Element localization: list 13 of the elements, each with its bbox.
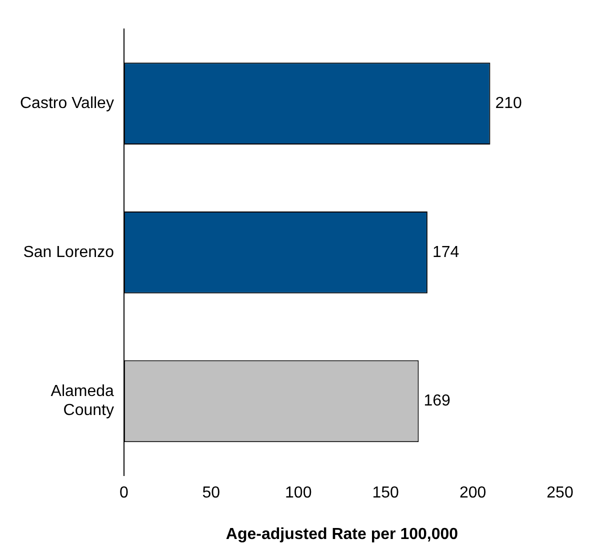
x-tick-label: 250 bbox=[546, 484, 574, 502]
x-axis-title: Age-adjusted Rate per 100,000 bbox=[226, 526, 458, 543]
y-tick-label: Alameda County bbox=[50, 383, 114, 420]
data-label: 169 bbox=[424, 392, 451, 410]
data-label: 174 bbox=[432, 244, 460, 261]
x-tick-label: 100 bbox=[285, 484, 312, 502]
x-tick-label: 50 bbox=[202, 484, 220, 502]
x-tick-label: 200 bbox=[459, 484, 486, 502]
x-tick-label: 0 bbox=[120, 484, 129, 502]
x-tick-label: 150 bbox=[372, 484, 400, 502]
data-label: 210 bbox=[495, 95, 522, 112]
y-tick-label: Castro Valley bbox=[20, 95, 114, 112]
y-tick-label: San Lorenzo bbox=[23, 244, 114, 261]
